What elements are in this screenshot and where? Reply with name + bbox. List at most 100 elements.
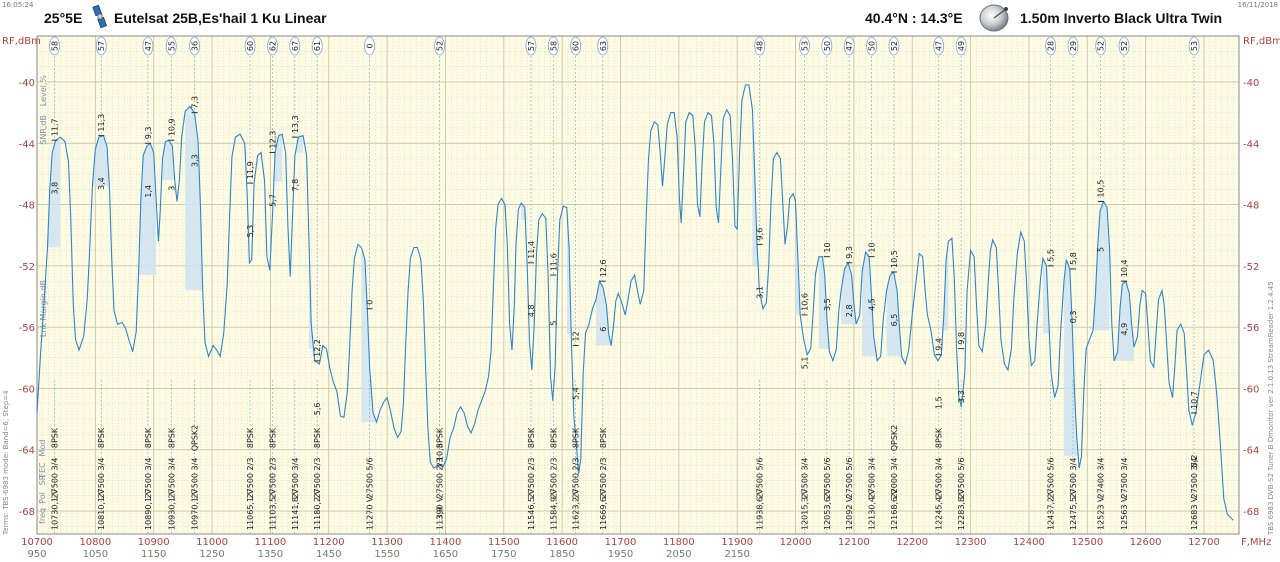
transponder-sr-fec: 27500 2/3 bbox=[599, 458, 608, 499]
level-value: 58 bbox=[51, 41, 60, 51]
level-value: 52 bbox=[436, 41, 445, 51]
header-bar: 16:05:24 16/11/2018 25°5E Eutelsat 25B,E… bbox=[0, 0, 1280, 36]
link-margin-value: 6 bbox=[599, 327, 608, 332]
level-value: 53 bbox=[1190, 41, 1199, 51]
if-tick-label: 1650 bbox=[433, 549, 458, 560]
transponder-sr-fec: 27500 3/4 bbox=[97, 458, 106, 499]
link-margin-value: 1,4 bbox=[144, 185, 153, 198]
link-margin-value: 4,8 bbox=[527, 304, 536, 317]
left-side-label: Level,% bbox=[39, 75, 48, 107]
link-margin-value: 5,3 bbox=[246, 225, 255, 238]
y-tick-label-right: -48 bbox=[1243, 201, 1259, 212]
y-tick-label-left: -40 bbox=[19, 78, 35, 89]
transponder-sr-fec: 27500 3/4 bbox=[167, 458, 176, 499]
level-value: 47 bbox=[845, 41, 854, 51]
if-tick-label: 1850 bbox=[549, 549, 574, 560]
link-margin-value: 5,1 bbox=[800, 357, 809, 370]
carrier-fill bbox=[566, 207, 586, 334]
x-tick-label: 12300 bbox=[955, 537, 987, 548]
level-value: 67 bbox=[291, 41, 300, 51]
y-tick-label-right: -68 bbox=[1243, 507, 1259, 518]
transponder-freq-pol: 11141,8 V bbox=[291, 488, 300, 530]
level-bubble bbox=[570, 36, 582, 56]
transponder-freq-pol: 11270 V bbox=[366, 496, 375, 530]
transponder-freq-pol: 12053,6 V bbox=[823, 488, 832, 530]
level-value: 50 bbox=[868, 41, 877, 51]
transponder-freq-pol: 12092 V bbox=[845, 496, 854, 530]
level-bubble bbox=[165, 36, 177, 56]
level-bubble bbox=[955, 36, 967, 56]
y-tick-label-right: -64 bbox=[1243, 446, 1259, 457]
x-tick-label: 10800 bbox=[79, 537, 111, 548]
level-value: 60 bbox=[572, 41, 581, 51]
snr-value: 12,3 bbox=[268, 131, 277, 149]
snr-value: 11,3 bbox=[97, 114, 106, 132]
dish-icon bbox=[978, 3, 1012, 33]
carrier-fill bbox=[1184, 333, 1204, 355]
satellite-name: Eutelsat 25B,Es'hail 1 Ku Linear bbox=[114, 10, 327, 26]
snr-value: 10,6 bbox=[800, 293, 809, 311]
link-margin-value: 3,5 bbox=[823, 298, 832, 311]
transponder-mod: 8PSK bbox=[51, 427, 60, 448]
level-value: 57 bbox=[527, 41, 536, 51]
level-value: 47 bbox=[144, 41, 153, 51]
transponder-sr-fec: 27500 2/3 bbox=[527, 458, 536, 499]
level-bubble bbox=[1095, 36, 1107, 56]
transponder-sr-fec: 27500 3/4 bbox=[1120, 458, 1129, 499]
transponder-freq-pol: 11546,5 V bbox=[527, 488, 536, 530]
carrier-fill bbox=[92, 135, 110, 187]
y-tick-label-left: -64 bbox=[19, 446, 35, 457]
snr-value: 9,6 bbox=[756, 228, 765, 241]
carrier-fill bbox=[244, 143, 258, 156]
level-bubble bbox=[547, 36, 559, 56]
carrier-fill bbox=[162, 140, 180, 180]
level-value: 60 bbox=[246, 41, 255, 51]
transponder-sr-fec: 27500 3/4 bbox=[935, 458, 944, 499]
level-bubble bbox=[364, 36, 375, 56]
snr-value: 10 bbox=[868, 242, 877, 252]
level-bubble bbox=[525, 36, 537, 56]
transponder-sr-fec: 27500 3/4 bbox=[291, 458, 300, 499]
plot-frame bbox=[36, 35, 1240, 535]
left-bottom-label: Mod bbox=[38, 440, 47, 457]
x-tick-label: 11800 bbox=[663, 537, 695, 548]
link-margin-value: 3,3 bbox=[957, 390, 966, 403]
snr-value: 9,4 bbox=[935, 338, 944, 351]
left-bottom-label: Pol bbox=[38, 492, 47, 504]
y-tick-label-left: -68 bbox=[19, 507, 35, 518]
snr-value: 10 bbox=[823, 242, 832, 252]
link-margin-value: 3,8 bbox=[51, 182, 60, 195]
level-value: 62 bbox=[268, 41, 277, 51]
level-value: 28 bbox=[1047, 41, 1056, 51]
level-value: 55 bbox=[167, 41, 176, 51]
if-tick-label: 1150 bbox=[141, 549, 166, 560]
transponder-mod: 8PSK bbox=[97, 427, 106, 448]
transponder-freq-pol: 11938,6 V bbox=[756, 488, 765, 530]
level-value: 48 bbox=[756, 41, 765, 51]
level-bubble bbox=[1067, 36, 1079, 56]
carrier-fill bbox=[545, 218, 560, 220]
transponder-freq-pol: 10970,1 V bbox=[191, 488, 200, 530]
link-margin-value: 3,4 bbox=[97, 177, 106, 190]
transponder-mod: 8PSK bbox=[246, 427, 255, 448]
if-tick-label: 950 bbox=[27, 549, 46, 560]
level-bubble bbox=[142, 36, 154, 56]
y-axis-label-left: RF,dBm bbox=[2, 36, 41, 47]
transponder-sr-fec: 27500 2/3 bbox=[313, 458, 322, 499]
x-tick-label: 11200 bbox=[313, 537, 345, 548]
link-margin-value: 1,5 bbox=[935, 396, 944, 409]
transponder-freq-pol: 11584,9 V bbox=[549, 488, 558, 530]
link-margin-value: 3,1 bbox=[756, 286, 765, 299]
level-bubble bbox=[799, 36, 810, 56]
level-bubble bbox=[434, 36, 446, 56]
carrier-fill bbox=[596, 281, 612, 346]
transponder-sr-fec: 27500 5/6 bbox=[1047, 458, 1056, 499]
transponder-freq-pol: 12168,6 V bbox=[890, 488, 899, 530]
snr-value: 9,8 bbox=[957, 332, 966, 345]
transponder-mod: QPSK2 bbox=[890, 425, 899, 452]
level-bubble bbox=[821, 36, 833, 56]
transponder-freq-pol: 12130,4 V bbox=[868, 488, 877, 530]
header-time: 16:05:24 bbox=[2, 1, 34, 9]
transponder-freq-pol: 11623,2 V bbox=[572, 488, 581, 530]
